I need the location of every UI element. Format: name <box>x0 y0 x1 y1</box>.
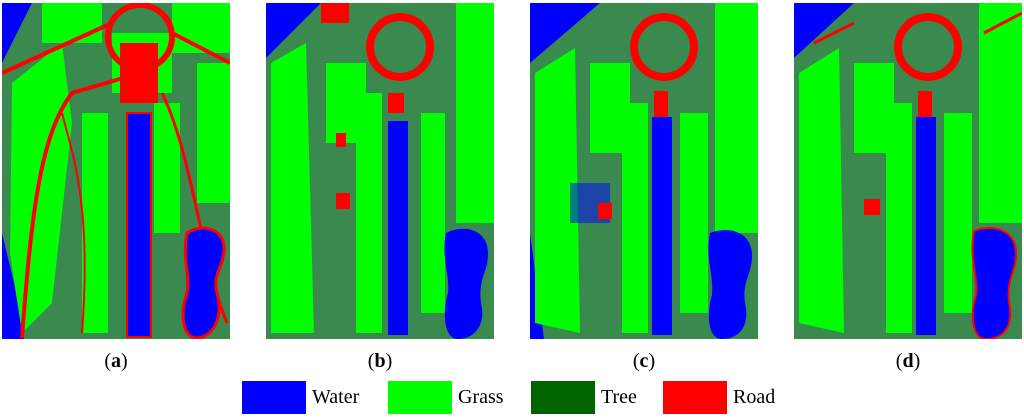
caption-a-close: ) <box>121 350 128 372</box>
panel-d-classification-map <box>794 3 1022 339</box>
legend-swatch-tree <box>531 381 595 414</box>
caption-b: (b) <box>266 350 494 373</box>
caption-c-open: ( <box>632 350 640 372</box>
caption-c-letter: c <box>639 350 649 372</box>
caption-b-close: ) <box>385 350 393 372</box>
legend-label-road: Road <box>733 386 776 408</box>
caption-c: (c) <box>530 350 758 373</box>
caption-b-letter: b <box>374 350 386 372</box>
legend-label-water: Water <box>312 386 360 408</box>
caption-a-letter: a <box>111 350 121 372</box>
caption-d-open: ( <box>895 350 903 372</box>
legend-label-grass: Grass <box>458 386 504 408</box>
caption-b-open: ( <box>367 350 375 372</box>
legend-swatch-grass <box>388 381 452 414</box>
legend-swatch-water <box>242 381 306 414</box>
legend: Water Grass Tree Road <box>0 381 1024 415</box>
caption-d-letter: d <box>902 350 914 372</box>
caption-a-open: ( <box>104 350 111 372</box>
panel-a-classification-map <box>2 3 230 339</box>
legend-label-tree: Tree <box>601 386 637 408</box>
caption-d-close: ) <box>913 350 921 372</box>
panel-b-classification-map <box>266 3 494 339</box>
caption-c-close: ) <box>648 350 656 372</box>
legend-swatch-road <box>663 381 727 414</box>
panel-c-classification-map <box>530 3 758 339</box>
caption-a: (a) <box>2 350 230 373</box>
caption-d: (d) <box>794 350 1022 373</box>
